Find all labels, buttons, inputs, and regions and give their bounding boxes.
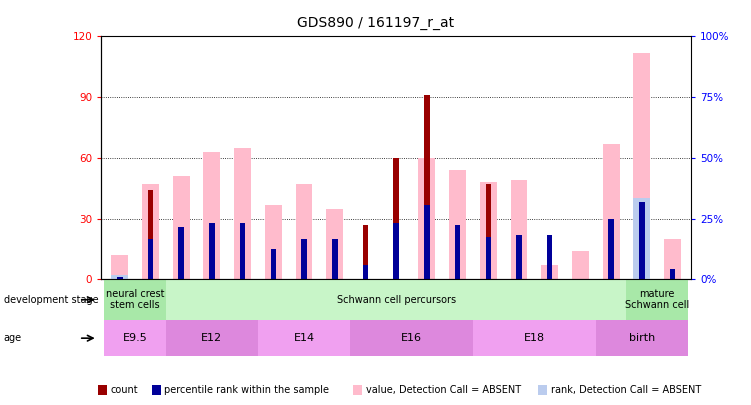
Bar [596,320,688,356]
Bar [111,275,128,279]
Bar [511,180,527,279]
Bar [258,320,350,356]
Bar [485,237,491,279]
Bar [173,176,190,279]
Bar [572,251,589,279]
Text: value, Detection Call = ABSENT: value, Detection Call = ABSENT [366,385,521,395]
Bar [332,239,337,279]
Text: Schwann cell percursors: Schwann cell percursors [336,295,456,305]
Bar [626,279,688,320]
Bar [296,184,312,279]
Bar [142,184,159,279]
Bar [204,152,220,279]
Bar [424,95,430,279]
Bar [301,239,307,279]
Bar [394,223,399,279]
Bar [394,158,399,279]
Text: E14: E14 [294,333,315,343]
Text: E9.5: E9.5 [122,333,147,343]
Bar [210,223,215,279]
Bar [240,223,246,279]
Text: count: count [110,385,138,395]
Bar [602,144,620,279]
Bar [516,235,522,279]
Text: E12: E12 [201,333,222,343]
Bar [148,190,153,279]
Text: rank, Detection Call = ABSENT: rank, Detection Call = ABSENT [551,385,701,395]
Bar [270,249,276,279]
Text: development stage: development stage [4,295,98,305]
Bar [179,227,184,279]
Bar [104,279,166,320]
Bar [363,225,368,279]
Bar [104,320,166,356]
Bar [473,320,596,356]
Bar [117,277,122,279]
Bar [111,255,128,279]
Bar [480,182,496,279]
Text: GDS890 / 161197_r_at: GDS890 / 161197_r_at [297,16,454,30]
Bar [350,320,473,356]
Bar [166,320,258,356]
Text: E18: E18 [523,333,545,343]
Text: percentile rank within the sample: percentile rank within the sample [164,385,330,395]
Bar [363,265,368,279]
Bar [670,269,675,279]
Bar [234,148,251,279]
Bar [485,184,491,279]
Bar [547,235,553,279]
Bar [265,205,282,279]
Text: neural crest
stem cells: neural crest stem cells [106,289,164,311]
Text: birth: birth [629,333,655,343]
Bar [633,198,650,279]
Bar [166,279,626,320]
Bar [639,202,644,279]
Bar [148,239,153,279]
Bar [418,158,436,279]
Bar [326,209,343,279]
Bar [449,170,466,279]
Text: E16: E16 [401,333,422,343]
Bar [664,239,681,279]
Text: age: age [4,333,22,343]
Bar [633,53,650,279]
Bar [455,225,460,279]
Bar [541,265,558,279]
Text: mature
Schwann cell: mature Schwann cell [625,289,689,311]
Bar [608,219,614,279]
Bar [424,205,430,279]
